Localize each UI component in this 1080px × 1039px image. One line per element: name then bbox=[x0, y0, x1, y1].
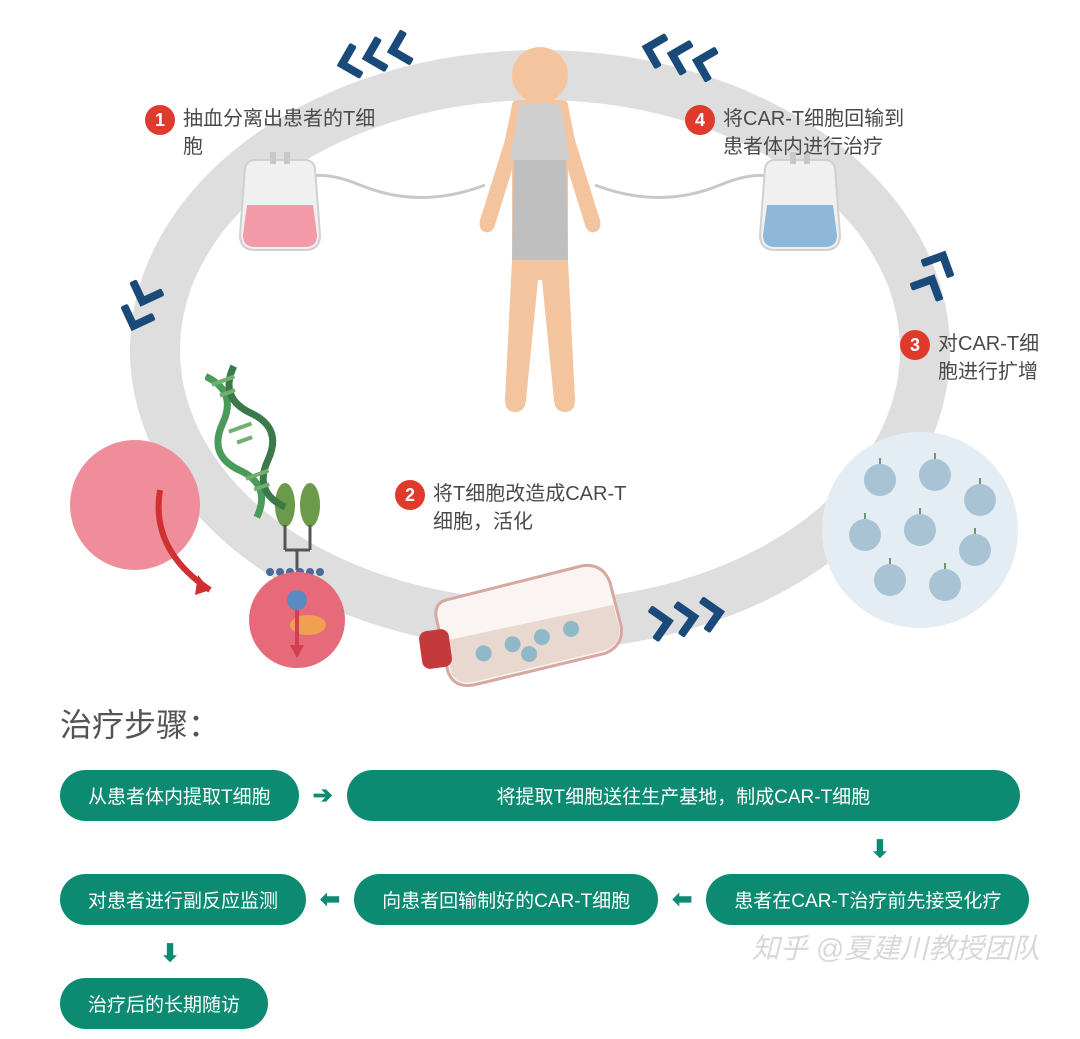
flow-row-3: 治疗后的长期随访 bbox=[60, 978, 1020, 1029]
flow-step-1: 从患者体内提取T细胞 bbox=[60, 770, 299, 821]
watermark-text: 知乎 @夏建川教授团队 bbox=[752, 927, 1040, 967]
step-2-label: 2 将T细胞改造成CAR-T细胞，活化 bbox=[395, 480, 633, 536]
step-4-text: 将CAR-T细胞回输到患者体内进行治疗 bbox=[723, 105, 923, 161]
flow-row-2: 对患者进行副反应监测 ⬅ 向患者回输制好的CAR-T细胞 ⬅ 患者在CAR-T治… bbox=[60, 874, 1020, 925]
expanded-cells-icon bbox=[820, 430, 1020, 630]
step-4-badge: 4 bbox=[685, 105, 715, 135]
step-3-badge: 3 bbox=[900, 330, 930, 360]
blood-bag-pink-icon bbox=[235, 150, 325, 260]
human-body-icon bbox=[460, 40, 620, 420]
step-3-label: 3 对CAR-T细胞进行扩增 bbox=[900, 330, 1040, 386]
flow-step-5: 对患者进行副反应监测 bbox=[60, 874, 306, 925]
arrow-left-icon: ⬅ bbox=[658, 885, 706, 914]
dna-helix-icon bbox=[205, 360, 295, 520]
step-1-badge: 1 bbox=[145, 105, 175, 135]
blood-bag-blue-icon bbox=[755, 150, 845, 260]
flow-step-4: 向患者回输制好的CAR-T细胞 bbox=[354, 874, 658, 925]
flow-step-6: 治疗后的长期随访 bbox=[60, 978, 268, 1029]
step-3-text: 对CAR-T细胞进行扩增 bbox=[938, 330, 1040, 386]
flow-step-2: 将提取T细胞送往生产基地，制成CAR-T细胞 bbox=[347, 770, 1020, 821]
step-1-label: 1 抽血分离出患者的T细胞 bbox=[145, 105, 383, 161]
arrow-right-icon: ➔ bbox=[299, 781, 347, 810]
car-t-cycle-diagram: 1 抽血分离出患者的T细胞 2 将T细胞改造成CAR-T细胞，活化 3 对CAR… bbox=[40, 10, 1040, 690]
arrow-down-icon: ⬇ bbox=[870, 831, 890, 868]
arrow-left-icon: ⬅ bbox=[306, 885, 354, 914]
step-2-badge: 2 bbox=[395, 480, 425, 510]
step-4-label: 4 将CAR-T细胞回输到患者体内进行治疗 bbox=[685, 105, 923, 161]
flow-row-1: 从患者体内提取T细胞 ➔ 将提取T细胞送往生产基地，制成CAR-T细胞 bbox=[60, 770, 1020, 821]
arrow-down-icon: ⬇ bbox=[160, 935, 180, 972]
culture-flask-icon bbox=[410, 560, 630, 690]
step-2-text: 将T细胞改造成CAR-T细胞，活化 bbox=[433, 480, 633, 536]
section-title: 治疗步骤： bbox=[60, 700, 220, 746]
flow-step-3: 患者在CAR-T治疗前先接受化疗 bbox=[706, 874, 1029, 925]
flow-row-1b: ⬇ bbox=[60, 831, 1020, 868]
step-1-text: 抽血分离出患者的T细胞 bbox=[183, 105, 383, 161]
treatment-steps-flowchart: 从患者体内提取T细胞 ➔ 将提取T细胞送往生产基地，制成CAR-T细胞 ⬇ 对患… bbox=[60, 770, 1020, 1039]
